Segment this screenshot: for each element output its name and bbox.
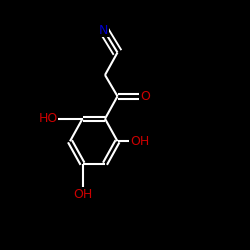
Text: OH: OH — [130, 135, 149, 148]
Text: N: N — [99, 24, 108, 36]
Text: OH: OH — [73, 188, 92, 200]
Text: HO: HO — [38, 112, 58, 125]
Text: O: O — [140, 90, 150, 103]
